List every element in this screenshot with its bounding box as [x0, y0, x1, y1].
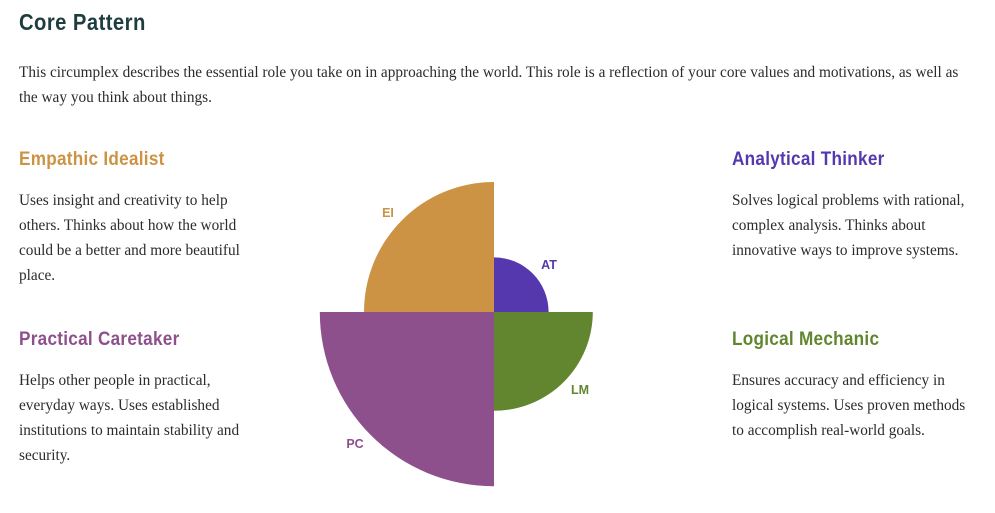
logical-mechanic-description: Ensures accuracy and efficiency in logic…: [732, 372, 966, 439]
practical-caretaker-description: Helps other people in practical, everyda…: [19, 372, 240, 464]
segment-label-pc: PC: [346, 437, 363, 451]
segment-label-ei: EI: [382, 206, 394, 220]
logical-mechanic-heading: Logical Mechanic: [732, 328, 880, 350]
segment-label-lm: LM: [571, 383, 589, 397]
analytical-thinker-heading: Analytical Thinker: [732, 148, 885, 170]
empathic-idealist-description: Uses insight and creativity to help othe…: [19, 192, 240, 284]
practical-caretaker-heading: Practical Caretaker: [19, 328, 180, 350]
segment-at: [494, 257, 549, 312]
segment-lm: [494, 312, 593, 411]
analytical-thinker-description: Solves logical problems with rational, c…: [732, 192, 965, 259]
segment-ei: [364, 182, 494, 312]
intro-paragraph: This circumplex describes the essential …: [19, 64, 959, 106]
segment-label-at: AT: [541, 258, 557, 272]
page-title: Core Pattern: [19, 9, 146, 35]
empathic-idealist-heading: Empathic Idealist: [19, 148, 165, 170]
segment-pc: [319, 312, 494, 487]
